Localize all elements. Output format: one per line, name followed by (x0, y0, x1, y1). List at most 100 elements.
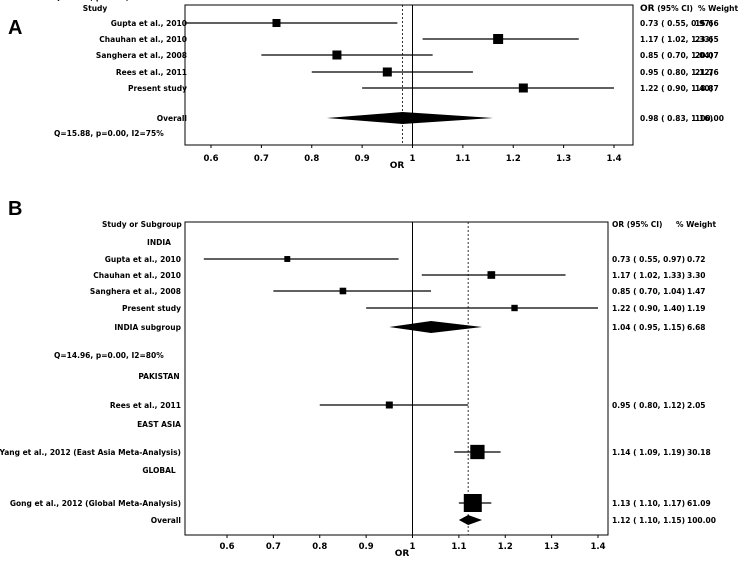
study-label: Chauhan et al., 2010 (93, 271, 181, 280)
or-ci-value: 1.22 ( 0.90, 1.40) (612, 304, 685, 313)
subgroup-header: INDIA (147, 238, 171, 247)
weight-value: 1.19 (687, 304, 706, 313)
weight-value: 6.68 (687, 323, 706, 332)
weight-value: 23.65 (695, 35, 719, 44)
x-tick-label: 0.9 (355, 154, 370, 164)
panel-label: B (8, 198, 22, 220)
overall-diamond (326, 112, 494, 124)
or-ci-value: 0.98 ( 0.83, 1.16) (640, 114, 713, 123)
or-ci-value: 1.17 ( 1.02, 1.33) (640, 35, 713, 44)
or-header-main: OR (640, 4, 655, 14)
subgroup-header: PAKISTAN (138, 372, 179, 381)
x-tick-label: 0.9 (359, 542, 374, 552)
x-tick-label: 0.8 (304, 154, 319, 164)
point-estimate-marker (284, 256, 291, 262)
x-tick-label: 0.6 (203, 154, 218, 164)
point-estimate-marker (382, 67, 392, 77)
weight-value: 21.76 (695, 68, 719, 77)
study-label: Gupta et al., 2010 (111, 19, 187, 28)
plot-frame (184, 221, 609, 536)
point-estimate-marker (511, 304, 518, 312)
point-estimate-marker (272, 19, 281, 27)
x-tick-label: 1.3 (556, 154, 571, 164)
study-column-header: Study or Subgroup (102, 220, 182, 229)
or-ci-value: 1.17 ( 1.02, 1.33) (612, 271, 685, 280)
heterogeneity-stat: Q=21.70, p=0.00, I2=72% (54, 0, 164, 2)
point-estimate-marker (385, 401, 393, 409)
or-ci-value: 0.85 ( 0.70, 1.04) (640, 51, 713, 60)
weight-value: 1.47 (687, 287, 706, 296)
subgroup-header: EAST ASIA (137, 420, 181, 429)
weight-value: 61.09 (687, 499, 711, 508)
x-tick-label: 1.2 (498, 542, 513, 552)
subgroup-total-label: INDIA subgroup (114, 323, 181, 332)
or-ci-value: 1.12 ( 1.10, 1.15) (612, 516, 685, 525)
x-axis-title: OR (390, 161, 405, 171)
study-label: Yang et al., 2012 (East Asia Meta-Analys… (0, 448, 181, 457)
weight-column-header: % Weight (676, 220, 716, 229)
x-tick-label: 1 (410, 154, 416, 164)
or-ci-value: 0.95 ( 0.80, 1.12) (640, 68, 713, 77)
weight-value: 30.18 (687, 448, 711, 457)
x-tick-label: 1.4 (590, 542, 605, 552)
weight-column-header: % Weight (698, 4, 738, 13)
overall-label: Overall (151, 516, 181, 525)
or-ci-value: 0.73 ( 0.55, 0.97) (640, 19, 713, 28)
weight-value: 0.72 (687, 255, 706, 264)
subgroup-diamond (389, 321, 483, 333)
weight-value: 3.30 (687, 271, 706, 280)
x-tick-label: 0.7 (266, 542, 281, 552)
or-ci-value: 1.22 ( 0.90, 1.40) (640, 84, 713, 93)
x-axis-title: OR (395, 549, 410, 559)
x-tick-label: 1.3 (544, 542, 559, 552)
study-label: Present study (128, 84, 187, 93)
panel-label: A (8, 17, 22, 39)
study-label: Chauhan et al., 2010 (99, 35, 187, 44)
x-tick-label: 1.4 (606, 154, 621, 164)
study-label: Sanghera et al., 2008 (90, 287, 181, 296)
study-label: Rees et al., 2011 (116, 68, 187, 77)
or-ci-value: 0.95 ( 0.80, 1.12) (612, 401, 685, 410)
x-tick-label: 0.6 (219, 542, 234, 552)
x-tick-label: 1 (410, 542, 416, 552)
point-estimate-marker (487, 271, 496, 279)
point-estimate-marker (463, 494, 482, 512)
study-label: Rees et al., 2011 (110, 401, 181, 410)
point-estimate-marker (493, 34, 504, 44)
weight-value: 20.07 (695, 51, 719, 60)
point-estimate-marker (332, 50, 342, 60)
or-column-header: OR (95% CI) (612, 220, 662, 229)
heterogeneity-stat: Q=15.88, p=0.00, I2=75% (54, 129, 164, 138)
or-ci-value: 0.73 ( 0.55, 0.97) (612, 255, 685, 264)
study-label: Sanghera et al., 2008 (96, 51, 187, 60)
x-tick-label: 0.7 (254, 154, 269, 164)
or-header-suffix: (95% CI) (657, 4, 693, 13)
point-estimate-marker (339, 287, 347, 295)
or-ci-value: 1.14 ( 1.09, 1.19) (612, 448, 685, 457)
point-estimate-marker (518, 83, 528, 93)
or-ci-value: 0.85 ( 0.70, 1.04) (612, 287, 685, 296)
overall-diamond (458, 515, 483, 525)
overall-label: Overall (157, 114, 187, 123)
or-column-header: OR (95% CI) (640, 4, 693, 14)
study-label: Present study (122, 304, 181, 313)
weight-value: 2.05 (687, 401, 706, 410)
study-column-header: Study (83, 4, 108, 13)
x-tick-label: 1.1 (455, 154, 470, 164)
panel-a: A Study OR (95% CI) % Weight OR 0.6 0.7 0.… (8, 4, 738, 171)
weight-value: 100.00 (695, 114, 724, 123)
subgroup-header: GLOBAL (142, 466, 176, 475)
weight-value: 15.66 (695, 19, 719, 28)
heterogeneity-stat: Q=14.96, p=0.00, I2=80% (54, 351, 164, 360)
panel-b: B Study or Subgroup OR (95% CI) % Weight… (0, 0, 716, 559)
weight-value: 100.00 (687, 516, 716, 525)
study-label: Gupta et al., 2010 (105, 255, 181, 264)
plot-frame (184, 4, 634, 146)
weight-value: 18.87 (695, 84, 719, 93)
or-ci-value: 1.04 ( 0.95, 1.15) (612, 323, 685, 332)
x-tick-label: 0.8 (312, 542, 327, 552)
study-label: Gong et al., 2012 (Global Meta-Analysis) (10, 499, 181, 508)
point-estimate-marker (470, 444, 485, 460)
or-ci-value: 1.13 ( 1.10, 1.17) (612, 499, 685, 508)
